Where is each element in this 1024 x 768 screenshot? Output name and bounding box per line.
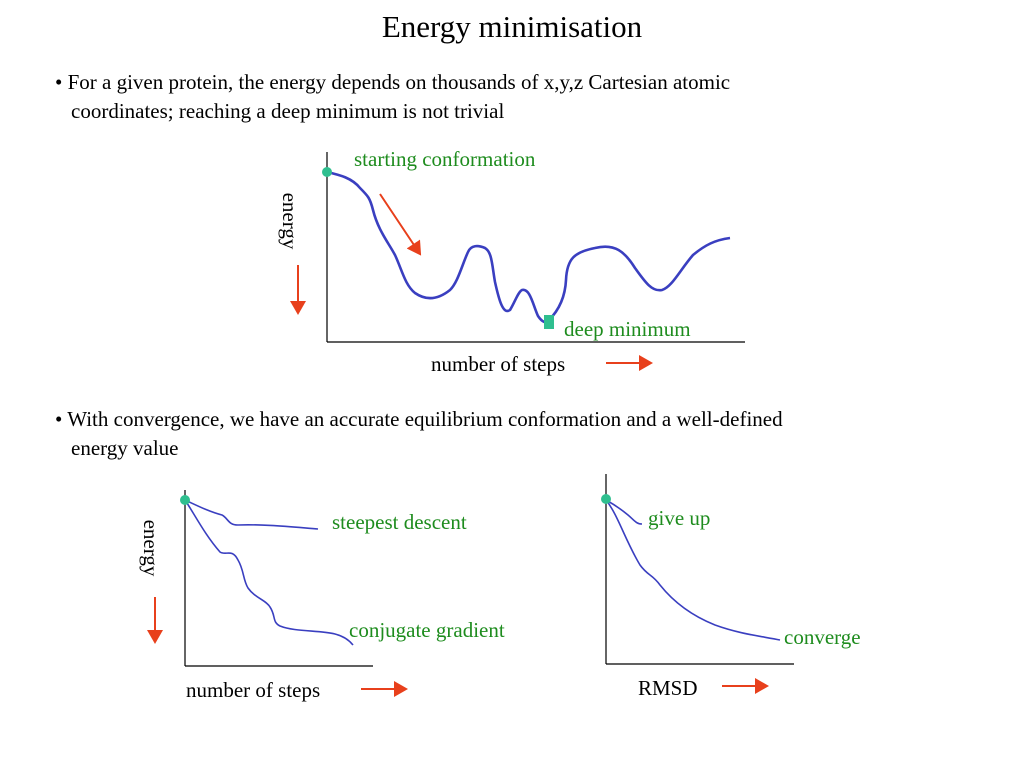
graph1-energy-label: energy [278,193,302,250]
bullet-2-line-1: • With convergence, we have an accurate … [55,407,783,431]
graph2-steps-label: number of steps [186,678,320,702]
steepest-descent-curve [184,499,319,530]
deep-minimum-label: deep minimum [564,317,691,341]
graph3-rmsd-label: RMSD [638,676,698,700]
conjugate-gradient-label: conjugate gradient [349,618,505,642]
start-point-marker [322,167,332,177]
give-up-curve [605,499,643,525]
graph2-start-point-marker [180,495,190,505]
converge-curve [605,499,781,641]
converge-label: converge [784,625,861,649]
steepest-descent-label: steepest descent [332,510,467,534]
rmsd-convergence-graph: RMSD give up converge [601,474,861,700]
graph2-energy-label: energy [139,520,163,577]
conjugate-gradient-curve [184,499,354,646]
energy-landscape-graph: energy number of steps starting conforma… [278,147,745,376]
give-up-label: give up [648,506,710,530]
deep-minimum-marker [544,315,554,329]
energy-landscape-curve [326,170,731,324]
minimisation-methods-graph: energy number of steps steepest descent … [139,490,505,702]
bullet-1-line-2: coordinates; reaching a deep minimum is … [71,99,505,123]
bullet-1-line-1: • For a given protein, the energy depend… [55,70,731,94]
starting-conformation-label: starting conformation [354,147,536,171]
bullet-2-line-2: energy value [71,436,179,460]
bullet-point-2: • With convergence, we have an accurate … [55,405,975,463]
slide-title: Energy minimisation [381,9,643,44]
graph1-steps-label: number of steps [431,352,565,376]
graph3-start-point-marker [601,494,611,504]
descent-arrow [379,193,422,256]
bullet-point-1: • For a given protein, the energy depend… [55,68,975,126]
